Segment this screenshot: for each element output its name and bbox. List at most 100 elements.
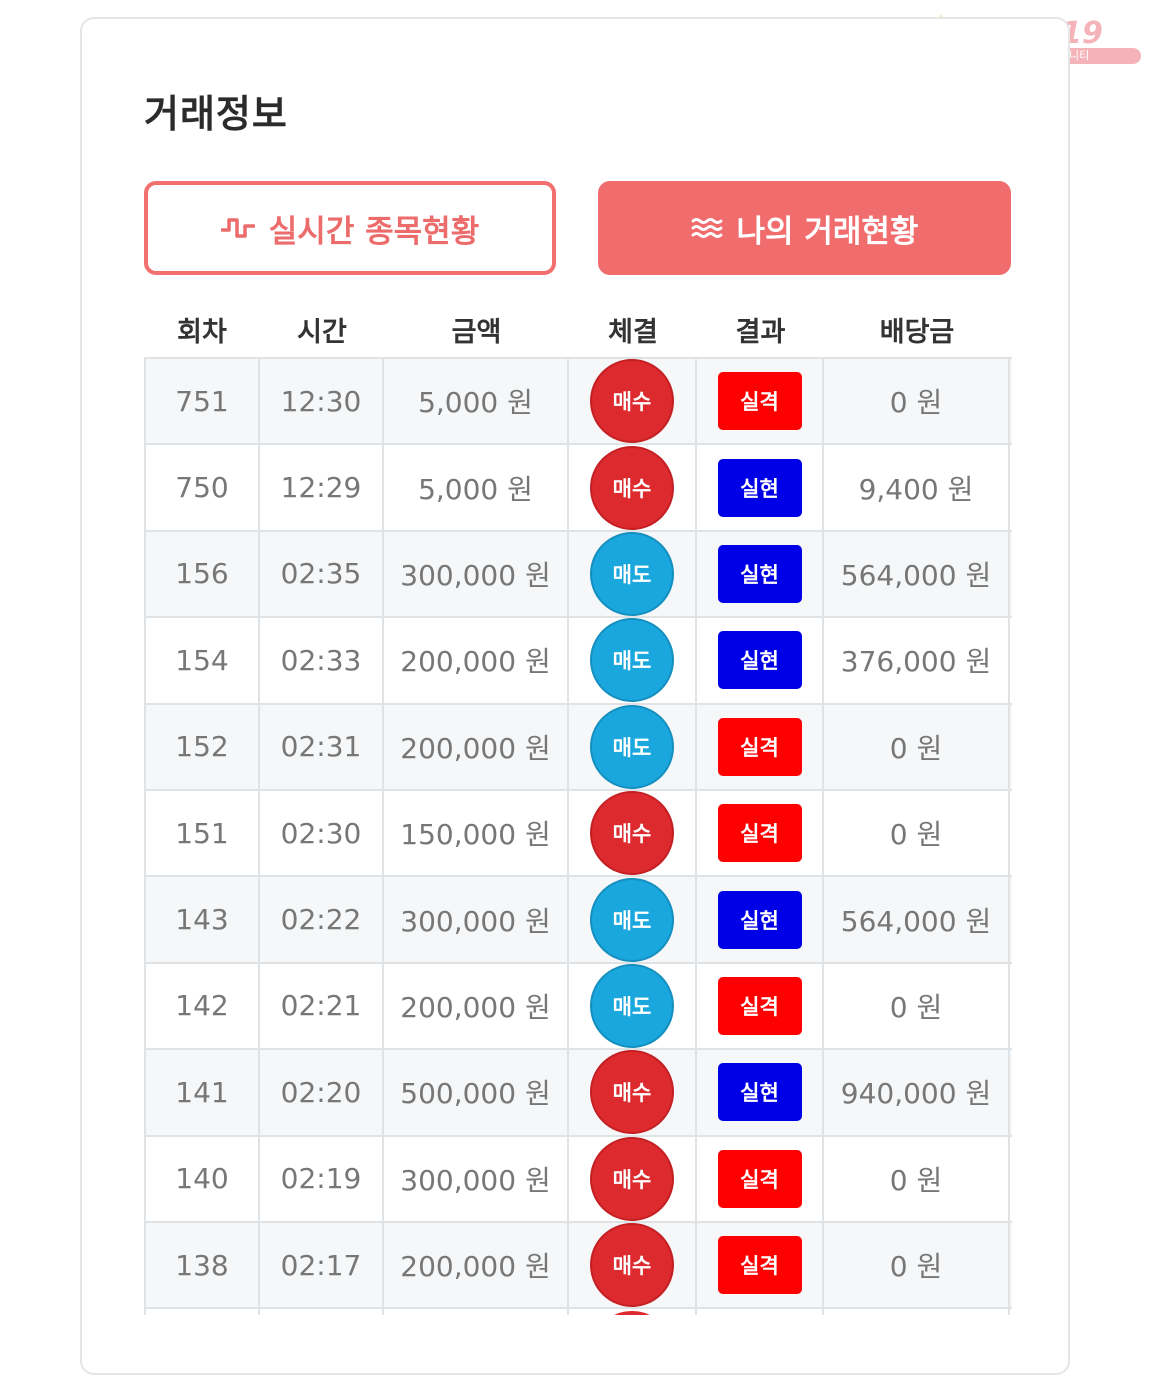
cell-round: 156 (146, 531, 260, 617)
cell-round: 152 (146, 704, 260, 789)
cell-amount: 300,000 원 (384, 531, 569, 617)
disqualified-badge: 실격 (717, 804, 802, 863)
cell-payout: 0 원 (824, 359, 1010, 444)
table-row-partial (146, 1309, 1012, 1315)
realtime-status-label: 실시간 종목현황 (268, 213, 480, 250)
table-row: 143 02:22 300,000 원 매도 실현 564,000 원 (146, 877, 1012, 964)
table-row: 142 02:21 200,000 원 매도 실격 0 원 (146, 963, 1012, 1051)
table-header: 회차 시간 금액 체결 결과 배당금 (144, 301, 1012, 357)
cell-payout: 0 원 (824, 963, 1010, 1049)
table-row: 138 02:17 200,000 원 매수 실격 0 원 (146, 1222, 1012, 1310)
cell-trade: 매수 (569, 1050, 697, 1135)
cell-trade: 매수 (569, 790, 697, 876)
cell-payout: 0 원 (824, 704, 1010, 789)
cell-payout: 0 원 (824, 790, 1010, 876)
sell-badge: 매도 (590, 618, 674, 703)
cell-partial (697, 1309, 824, 1315)
header-amount: 금액 (451, 316, 502, 348)
cell-round: 140 (146, 1136, 260, 1221)
cell-partial (146, 1309, 260, 1315)
cell-trade: 매도 (569, 704, 697, 789)
cell-result: 실현 (697, 445, 824, 530)
cell-result: 실격 (697, 963, 824, 1049)
sell-badge: 매도 (590, 704, 674, 789)
table-row: 152 02:31 200,000 원 매도 실격 0 원 (146, 704, 1012, 791)
trade-table: 회차 시간 금액 체결 결과 배당금 751 12:30 5,000 원 매수 실격 0 … (144, 301, 1012, 1315)
realized-badge: 실현 (717, 458, 802, 517)
table-row: 151 02:30 150,000 원 매수 실격 0 원 (146, 790, 1012, 878)
sell-badge: 매도 (590, 963, 674, 1048)
cell-amount: 200,000 원 (384, 963, 569, 1049)
cell-time: 02:21 (260, 963, 384, 1049)
cell-time: 02:31 (260, 704, 384, 789)
cell-payout: 376,000 원 (824, 618, 1010, 703)
header-trade: 체결 (608, 316, 658, 348)
buy-badge: 매수 (590, 1136, 674, 1221)
header-time: 시간 (297, 316, 347, 348)
realized-badge: 실현 (717, 631, 802, 690)
cell-time: 02:19 (260, 1136, 384, 1221)
cell-result: 실격 (697, 1222, 824, 1308)
cell-time: 02:20 (260, 1050, 384, 1135)
sell-badge: 매도 (590, 531, 674, 616)
buy-badge: 매수 (590, 1050, 674, 1135)
cell-result: 실격 (697, 704, 824, 789)
cell-payout: 940,000 원 (824, 1050, 1010, 1135)
buy-badge-partial (590, 1311, 674, 1315)
header-round: 회차 (177, 316, 227, 348)
cell-amount: 200,000 원 (384, 704, 569, 789)
cell-trade: 매수 (569, 1222, 697, 1308)
cell-trade: 매도 (569, 877, 697, 962)
cell-payout: 0 원 (824, 1222, 1010, 1308)
buy-badge: 매수 (590, 359, 674, 444)
table-row: 751 12:30 5,000 원 매수 실격 0 원 (146, 359, 1012, 446)
disqualified-badge: 실격 (717, 976, 802, 1035)
table-body: 751 12:30 5,000 원 매수 실격 0 원 750 12:29 5,000 원 매수 실… (144, 357, 1012, 1315)
cell-payout: 9,400 원 (824, 445, 1010, 530)
cell-result: 실현 (697, 877, 824, 962)
page-title: 거래정보 (144, 92, 288, 136)
cell-payout: 564,000 원 (824, 531, 1010, 617)
cell-amount: 5,000 원 (384, 445, 569, 530)
cell-time: 12:29 (260, 445, 384, 530)
cell-partial (824, 1309, 1010, 1315)
buy-badge: 매수 (590, 445, 674, 530)
realized-badge: 실현 (717, 544, 802, 603)
cell-amount: 300,000 원 (384, 1136, 569, 1221)
pulse-icon (220, 214, 255, 242)
disqualified-badge: 실격 (717, 1149, 802, 1208)
cell-amount: 200,000 원 (384, 1222, 569, 1308)
cell-payout: 0 원 (824, 1136, 1010, 1221)
buy-badge: 매수 (590, 791, 674, 876)
cell-amount: 500,000 원 (384, 1050, 569, 1135)
cell-result: 실격 (697, 1136, 824, 1221)
cell-amount: 150,000 원 (384, 790, 569, 876)
table-row: 141 02:20 500,000 원 매수 실현 940,000 원 (146, 1050, 1012, 1137)
cell-time: 02:35 (260, 531, 384, 617)
sell-badge: 매도 (590, 877, 674, 962)
cell-result: 실격 (697, 359, 824, 444)
cell-round: 138 (146, 1222, 260, 1308)
cell-result: 실격 (697, 790, 824, 876)
cell-partial (569, 1309, 697, 1315)
cell-amount: 300,000 원 (384, 877, 569, 962)
cell-trade: 매도 (569, 963, 697, 1049)
table-row: 750 12:29 5,000 원 매수 실현 9,400 원 (146, 445, 1012, 532)
realtime-status-button[interactable]: 실시간 종목현황 (144, 181, 556, 275)
cell-amount: 200,000 원 (384, 618, 569, 703)
buy-badge: 매수 (590, 1223, 674, 1308)
disqualified-badge: 실격 (717, 372, 802, 431)
cell-payout: 564,000 원 (824, 877, 1010, 962)
disqualified-badge: 실격 (717, 717, 802, 776)
cell-trade: 매수 (569, 445, 697, 530)
realized-badge: 실현 (717, 890, 802, 949)
cell-time: 12:30 (260, 359, 384, 444)
cell-result: 실현 (697, 531, 824, 617)
cell-time: 02:30 (260, 790, 384, 876)
disqualified-badge: 실격 (717, 1236, 802, 1295)
my-trades-button[interactable]: 나의 거래현황 (598, 181, 1011, 275)
header-payout: 배당금 (879, 316, 955, 348)
cell-time: 02:33 (260, 618, 384, 703)
cell-trade: 매수 (569, 359, 697, 444)
table-row: 140 02:19 300,000 원 매수 실격 0 원 (146, 1136, 1012, 1223)
